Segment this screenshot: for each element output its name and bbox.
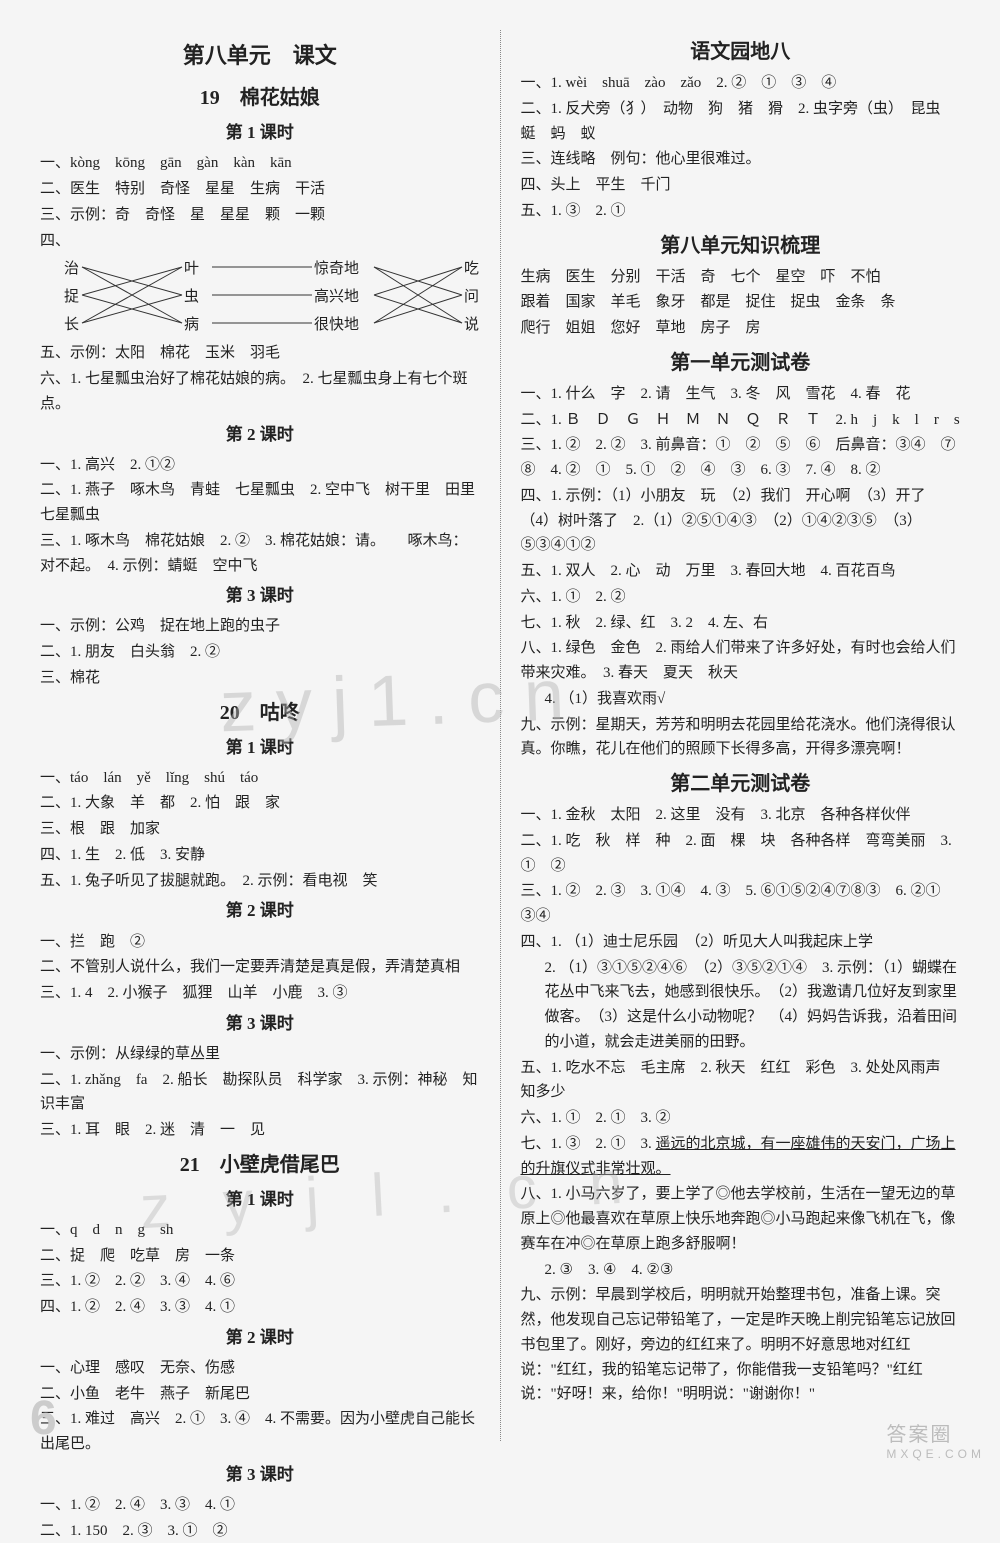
l20p1-2: 二、1. 大象 羊 都 2. 怕 跟 家	[40, 791, 480, 816]
l20p1-4: 四、1. 生 2. 低 3. 安静	[40, 843, 480, 868]
right-column: 语文园地八 一、1. wèi shuā zào zǎo 2. ② ① ③ ④ 二…	[500, 30, 961, 1441]
l19p1-5: 五、示例：太阳 棉花 玉米 羽毛	[40, 341, 480, 366]
l19p1-2: 二、医生 特别 奇怪 星星 生病 干活	[40, 177, 480, 202]
l20-p3-title: 第 3 课时	[40, 1010, 480, 1038]
l19-p3-title: 第 3 课时	[40, 582, 480, 610]
l19p1-4p: 四、	[40, 229, 480, 254]
l19-p2-title: 第 2 课时	[40, 421, 480, 449]
l20p3-2: 二、1. zhǎng fa 2. 船长 勘探队员 科学家 3. 示例：神秘 知识…	[40, 1068, 480, 1118]
test1-title: 第一单元测试卷	[521, 347, 961, 380]
u8review-title: 第八单元知识梳理	[521, 230, 961, 263]
l19p3-3: 三、棉花	[40, 666, 480, 691]
t1-6: 六、1. ① 2. ②	[521, 585, 961, 610]
cross-diagram: 治 捉 长 叶 虫 病 惊奇地 高兴地 很快地 吃 问 说	[64, 257, 480, 337]
l21p3-2: 二、1. 150 2. ③ 3. ① ②	[40, 1519, 480, 1543]
l20p3-1: 一、示例：从绿绿的草丛里	[40, 1042, 480, 1067]
corner-brand: 答案圈 MXQE.COM	[886, 1418, 985, 1461]
g-2: 二、1. 反犬旁（犭） 动物 狗 猪 猾 2. 虫字旁（虫） 昆虫 蜓 蚂 蚁	[521, 97, 961, 147]
t1-8b: 4. （1）我喜欢雨√	[521, 687, 961, 712]
t1-1: 一、1. 什么 字 2. 请 生气 3. 冬 风 雪花 4. 春 花	[521, 382, 961, 407]
t2-4: 四、1. （1）迪士尼乐园 （2）听见大人叫我起床上学	[521, 930, 961, 955]
l19p3-2: 二、1. 朋友 白头翁 2. ②	[40, 640, 480, 665]
g-4: 四、头上 平生 千门	[521, 173, 961, 198]
cross-lines-svg	[64, 257, 494, 337]
l21p1-1: 一、q d n g sh	[40, 1218, 480, 1243]
l19p1-1: 一、kòng kōng gān gàn kàn kān	[40, 151, 480, 176]
unit-title: 第八单元 课文	[40, 38, 480, 74]
l21p2-3: 三、1. 难过 高兴 2. ① 3. ④ 4. 不需要。因为小壁虎自己能长出尾巴…	[40, 1407, 480, 1457]
u8r-2: 跟着 国家 羊毛 象牙 都是 捉住 捉虫 金条 条	[521, 290, 961, 315]
l21p1-3: 三、1. ② 2. ② 3. ④ 4. ⑥	[40, 1269, 480, 1294]
t2-8: 八、1. 小马六岁了，要上学了◎他去学校前，生活在一望无边的草原上◎他最喜欢在草…	[521, 1182, 961, 1256]
g-5: 五、1. ③ 2. ①	[521, 199, 961, 224]
lesson-21-title: 21 小壁虎借尾巴	[40, 1149, 480, 1182]
l19p3-1: 一、示例：公鸡 捉在地上跑的虫子	[40, 614, 480, 639]
t2-6: 六、1. ① 2. ① 3. ②	[521, 1106, 961, 1131]
t1-4: 四、1. 示例：（1）小朋友 玩 （2）我们 开心啊 （3）开了 （4）树叶落了…	[521, 484, 961, 558]
l20p2-2: 二、不管别人说什么，我们一定要弄清楚是真是假，弄清楚真相	[40, 955, 480, 980]
t2-2: 二、1. 吃 秋 样 种 2. 面 棵 块 各种各样 弯弯美丽 3. ① ②	[521, 829, 961, 879]
test2-title: 第二单元测试卷	[521, 768, 961, 801]
t1-3: 三、1. ② 2. ② 3. 前鼻音：① ② ⑤ ⑥ 后鼻音：③④ ⑦ ⑧ 4.…	[521, 433, 961, 483]
corner-sub: MXQE.COM	[886, 1447, 985, 1461]
l21p1-2: 二、捉 爬 吃草 房 一条	[40, 1244, 480, 1269]
left-column: 第八单元 课文 19 棉花姑娘 第 1 课时 一、kòng kōng gān g…	[40, 30, 500, 1441]
l19p2-3: 三、1. 啄木鸟 棉花姑娘 2. ② 3. 棉花姑娘：请。 啄木鸟：对不起。 4…	[40, 529, 480, 579]
l20p1-3: 三、根 跟 加家	[40, 817, 480, 842]
l20p2-1: 一、拦 跑 ②	[40, 930, 480, 955]
lesson-20-title: 20 咕咚	[40, 697, 480, 730]
l21-p3-title: 第 3 课时	[40, 1461, 480, 1489]
page-container: 第八单元 课文 19 棉花姑娘 第 1 课时 一、kòng kōng gān g…	[0, 0, 1000, 1471]
l21p3-1: 一、1. ② 2. ④ 3. ③ 4. ①	[40, 1493, 480, 1518]
t1-5: 五、1. 双人 2. 心 动 万里 3. 春回大地 4. 百花百鸟	[521, 559, 961, 584]
t1-2: 二、1. Ｂ Ｄ Ｇ Ｈ Ｍ Ｎ Ｑ Ｒ Ｔ 2. h j k l r s	[521, 408, 961, 433]
l21p1-4: 四、1. ② 2. ④ 3. ③ 4. ①	[40, 1295, 480, 1320]
lesson-19-title: 19 棉花姑娘	[40, 82, 480, 115]
l19p2-1: 一、1. 高兴 2. ①②	[40, 453, 480, 478]
corner-main: 答案圈	[886, 1424, 952, 1446]
t2-4b: 2. （1）③①⑤②④⑥ （2）③⑤②①④ 3. 示例：（1）蝴蝶在花丛中飞来飞…	[521, 956, 961, 1055]
u8r-3: 爬行 姐姐 您好 草地 房子 房	[521, 316, 961, 341]
t2-7: 七、1. ③ 2. ① 3. 遥远的北京城，有一座雄伟的天安门，广场上的升旗仪式…	[521, 1132, 961, 1182]
l19-p1-title: 第 1 课时	[40, 119, 480, 147]
t1-7: 七、1. 秋 2. 绿、红 3. 2 4. 左、右	[521, 611, 961, 636]
l21-p2-title: 第 2 课时	[40, 1324, 480, 1352]
l19p2-2: 二、1. 燕子 啄木鸟 青蛙 七星瓢虫 2. 空中飞 树干里 田里 七星瓢虫	[40, 478, 480, 528]
l20p2-3: 三、1. 4 2. 小猴子 狐狸 山羊 小鹿 3. ③	[40, 981, 480, 1006]
l21-p1-title: 第 1 课时	[40, 1186, 480, 1214]
l20p1-1: 一、táo lán yě lǐng shú táo	[40, 766, 480, 791]
t2-7a: 七、1. ③ 2. ① 3.	[521, 1136, 656, 1152]
l20p3-3: 三、1. 耳 眼 2. 迷 清 一 见	[40, 1118, 480, 1143]
t1-8: 八、1. 绿色 金色 2. 雨给人们带来了许多好处，有时也会给人们带来灾难。 3…	[521, 636, 961, 686]
g-3: 三、连线略 例句：他心里很难过。	[521, 147, 961, 172]
t2-3: 三、1. ② 2. ③ 3. ①④ 4. ③ 5. ⑥①⑤②④⑦⑧③ 6. ②①…	[521, 879, 961, 929]
t1-9: 九、示例：星期天，芳芳和明明去花园里给花浇水。他们浇得很认真。你瞧，花儿在他们的…	[521, 713, 961, 763]
garden-title: 语文园地八	[521, 36, 961, 69]
l19p1-3: 三、示例：奇 奇怪 星 星星 颗 一颗	[40, 203, 480, 228]
l19p1-6: 六、1. 七星瓢虫治好了棉花姑娘的病。 2. 七星瓢虫身上有七个斑点。	[40, 367, 480, 417]
t2-9: 九、示例：早晨到学校后，明明就开始整理书包，准备上课。突然，他发现自己忘记带铅笔…	[521, 1283, 961, 1407]
l20-p2-title: 第 2 课时	[40, 897, 480, 925]
l21p2-1: 一、心理 感叹 无奈、伤感	[40, 1356, 480, 1381]
t2-5: 五、1. 吃水不忘 毛主席 2. 秋天 红红 彩色 3. 处处风雨声 知多少	[521, 1056, 961, 1106]
l20-p1-title: 第 1 课时	[40, 734, 480, 762]
l21p2-2: 二、小鱼 老牛 燕子 新尾巴	[40, 1382, 480, 1407]
g-1: 一、1. wèi shuā zào zǎo 2. ② ① ③ ④	[521, 71, 961, 96]
t2-8b: 2. ③ 3. ④ 4. ②③	[521, 1258, 961, 1283]
u8r-1: 生病 医生 分别 干活 奇 七个 星空 吓 不怕	[521, 265, 961, 290]
l20p1-5: 五、1. 兔子听见了拔腿就跑。 2. 示例：看电视 笑	[40, 869, 480, 894]
t2-1: 一、1. 金秋 太阳 2. 这里 没有 3. 北京 各种各样伙伴	[521, 803, 961, 828]
page-number: 6	[30, 1391, 57, 1446]
